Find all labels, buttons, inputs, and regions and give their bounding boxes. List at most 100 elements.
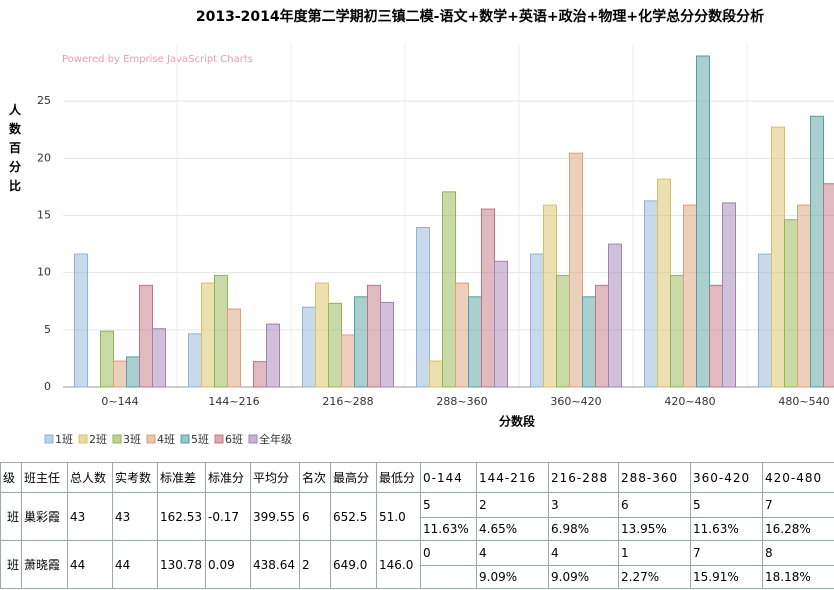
y-tick-label: 10 [37,266,51,279]
y-tick-label: 20 [37,151,51,164]
bar [657,178,671,388]
percent-cell: 15.91% [690,565,763,589]
percent-cell [420,565,477,589]
x-tick-label: 0~144 [101,395,138,408]
legend-swatch [146,434,156,444]
info-cell: 巢彩霞 [21,492,68,541]
percent-cell: 2.27% [618,565,691,589]
bar [530,253,544,388]
header-cell: 平均分 [250,462,300,493]
bar [823,183,834,388]
count-cell: 4 [548,540,619,566]
info-cell: 萧晓霞 [21,540,68,589]
bar [784,219,798,388]
header-cell: 实考数 [112,462,158,493]
header-cell: 名次 [299,462,331,493]
x-tick-label: 216~288 [322,395,373,408]
count-cell: 5 [420,492,477,518]
bar [569,152,583,388]
x-tick-label: 288~360 [436,395,487,408]
bar [74,253,88,388]
percent-cell: 16.28% [762,517,834,541]
table-row: 班萧晓霞 44 44 130.78 0.09 438.64 2 649.0 146.0 0 4 4 1 7… [0,540,834,589]
bar [253,361,267,388]
info-cell: 43 [67,492,113,541]
y-axis-label: 人数百分比 [9,102,22,193]
chart: 2013-2014年度第二学期初三镇二模-语文+数学+英语+政治+物理+化学总分… [8,8,834,446]
count-cell: 8 [762,540,834,566]
bar [722,202,736,388]
table-row: 班巢彩霞 43 43 162.53 -0.17 399.55 6 652.5 51.0 5 2 3 6 5… [0,492,834,541]
header-cell: 总人数 [67,462,113,493]
legend-swatch [78,434,88,444]
info-cell: 652.5 [330,492,377,541]
percent-cell: 4.65% [476,517,549,541]
bar [126,356,140,388]
header-cell: 420-480 [762,462,834,493]
percent-cell: 11.63% [420,517,477,541]
percent-cell: 6.98% [548,517,619,541]
header-cell: 级 [0,462,22,493]
header-cell: 最低分 [376,462,421,493]
bar [100,330,114,388]
bar [139,284,153,388]
header-cell: 0-144 [420,462,477,493]
legend-label: 4班 [157,433,175,446]
percent-cell: 11.63% [690,517,763,541]
bar [797,204,811,388]
bar [582,296,596,388]
bar [644,200,658,388]
bar [429,360,443,388]
count-cell: 7 [690,540,763,566]
legend-label: 6班 [225,433,243,446]
bar [227,308,241,388]
count-cell: 7 [762,492,834,518]
x-tick-label: 480~540 [778,395,829,408]
legend-label: 2班 [89,433,107,446]
info-cell: 2 [299,540,331,589]
legend-swatch [214,434,224,444]
legend-swatch [44,434,54,444]
info-cell: 43 [112,492,158,541]
bar [354,296,368,388]
y-tick-label: 15 [37,209,51,222]
info-cell: 649.0 [330,540,377,589]
bar [696,55,710,388]
header-cell: 标准差 [157,462,206,493]
bar [595,284,609,388]
legend-label: 1班 [55,433,73,446]
info-cell: -0.17 [205,492,251,541]
x-tick-label: 360~420 [550,395,601,408]
y-tick-label: 25 [37,94,51,107]
credit: Powered by Emprise JavaScript Charts [62,54,253,65]
y-tick-label: 5 [44,323,51,336]
count-cell: 3 [548,492,619,518]
bar [380,301,394,388]
bar [341,334,355,388]
bar [468,296,482,388]
header-cell: 144-216 [476,462,549,493]
bar [709,284,723,388]
bar [113,360,127,388]
info-cell: 162.53 [157,492,206,541]
count-cell: 5 [690,492,763,518]
info-cell: 438.64 [250,540,300,589]
bar [315,282,329,388]
header-cell: 标准分 [205,462,251,493]
info-cell: 班 [0,540,22,589]
header-cell: 班主任 [21,462,68,493]
bar [416,227,430,388]
percent-cell: 9.09% [476,565,549,589]
bar [442,191,456,388]
info-cell: 51.0 [376,492,421,541]
bar [543,204,557,388]
header-cell: 288-360 [618,462,691,493]
x-tick-label: 420~480 [664,395,715,408]
table-row: 级班主任 总人数 实考数 标准差 标准分 平均分 名次 最高分 最低分 0-144 144-216 2… [0,462,834,493]
legend-label: 全年级 [259,432,292,446]
x-axis-label: 分数段 [499,414,536,429]
info-cell: 130.78 [157,540,206,589]
info-cell: 44 [67,540,113,589]
bar [683,204,697,388]
